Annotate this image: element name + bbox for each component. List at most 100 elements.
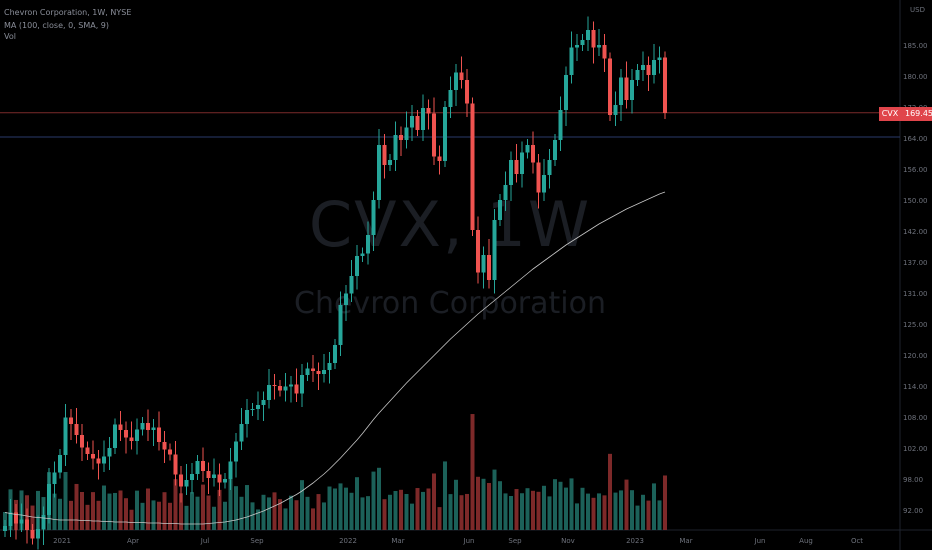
candle-body [124, 430, 128, 438]
candle-body [47, 484, 51, 515]
candle-body [597, 45, 601, 48]
candle-body [360, 253, 365, 256]
candle-body [652, 60, 656, 75]
volume-bar [580, 487, 585, 530]
candle-body [591, 30, 596, 48]
candle-body [118, 424, 123, 430]
candle-body [173, 454, 178, 475]
volume-bar [492, 469, 497, 530]
candle-body [476, 230, 480, 273]
candle-body [283, 386, 288, 391]
candle-body [272, 385, 277, 386]
x-axis-tick-label: Jun [754, 537, 766, 545]
legend-volume[interactable]: Vol [4, 32, 16, 41]
candle-body [448, 90, 453, 107]
volume-bar [118, 490, 123, 530]
candle-body [256, 405, 260, 409]
candle-body [630, 80, 634, 100]
candle-body [349, 276, 354, 294]
candle-body [663, 57, 667, 113]
candle-body [564, 75, 568, 110]
volume-bar [234, 486, 238, 530]
volume-bar [190, 492, 194, 530]
candle-body [366, 235, 370, 254]
y-axis-tick-label: 137.00 [903, 259, 928, 267]
volume-bar [162, 492, 167, 530]
candle-body [41, 515, 46, 529]
volume-bar [569, 478, 574, 530]
volume-bar [619, 490, 623, 530]
volume-bar [465, 493, 469, 530]
candle-body [459, 72, 464, 80]
volume-bar [311, 508, 315, 530]
candle-body [190, 474, 194, 480]
candle-body [443, 107, 447, 161]
volume-bar [300, 480, 304, 530]
candle-body [245, 410, 249, 424]
candle-body [278, 386, 282, 391]
volume-bar [476, 476, 480, 530]
volume-bar [173, 479, 178, 530]
volume-bar [179, 493, 183, 530]
candle-body [294, 384, 299, 394]
legend-title[interactable]: Chevron Corporation, 1W, NYSE [4, 8, 132, 17]
x-axis-tick-label: 2022 [339, 537, 357, 545]
volume-bar [195, 496, 200, 530]
candle-body [393, 135, 398, 160]
candle-body [421, 108, 425, 130]
volume-bar [597, 493, 601, 530]
candle-body [201, 461, 205, 471]
volume-bar [206, 495, 211, 530]
volume-bar [294, 500, 299, 530]
y-axis-tick-label: 125.00 [903, 321, 928, 329]
x-axis-tick-label: Aug [799, 537, 813, 545]
volume-bar [542, 485, 546, 530]
x-axis-tick-label: Jul [200, 537, 210, 545]
candle-body [168, 449, 172, 455]
candle-body [316, 371, 321, 374]
volume-bar [586, 493, 590, 530]
volume-bar [646, 500, 651, 530]
volume-bar [245, 485, 249, 530]
x-axis-tick-label: Jun [463, 537, 475, 545]
volume-bar [564, 487, 568, 530]
y-axis-unit: USD [910, 6, 925, 14]
x-axis-tick-label: Sep [250, 537, 264, 545]
volume-bar [201, 484, 205, 530]
candle-body [525, 145, 530, 153]
volume-bar [608, 453, 612, 530]
legend-ma[interactable]: MA (100, close, 0, SMA, 9) [4, 21, 110, 30]
volume-bar [404, 494, 409, 530]
candle-body [234, 441, 238, 462]
candle-body [426, 108, 431, 114]
candle-body [613, 105, 618, 115]
volume-bar [575, 503, 579, 530]
volume-bar [360, 497, 365, 530]
volume-bar [58, 498, 62, 530]
price-tag-symbol: CVX [879, 107, 901, 121]
volume-bar [498, 481, 502, 530]
volume-bar [470, 414, 475, 530]
volume-bar [272, 492, 277, 530]
volume-bar [113, 492, 117, 530]
volume-bar [228, 478, 233, 530]
candle-body [498, 200, 502, 220]
volume-bar [641, 494, 645, 530]
candle-body [96, 458, 101, 464]
watermark-symbol: CVX, 1W [308, 188, 592, 261]
candle-body [536, 162, 541, 193]
volume-bar [212, 506, 216, 530]
candle-body [399, 135, 403, 140]
candle-body [267, 385, 271, 400]
y-axis-tick-label: 102.00 [903, 445, 928, 453]
y-axis-tick-label: 120.00 [903, 352, 928, 360]
candle-body [322, 370, 326, 374]
candle-body [3, 526, 7, 531]
volume-bar [333, 488, 337, 530]
volume-bar [426, 488, 431, 530]
candle-body [646, 65, 651, 75]
volume-bar [168, 502, 172, 530]
candle-body [509, 160, 513, 185]
